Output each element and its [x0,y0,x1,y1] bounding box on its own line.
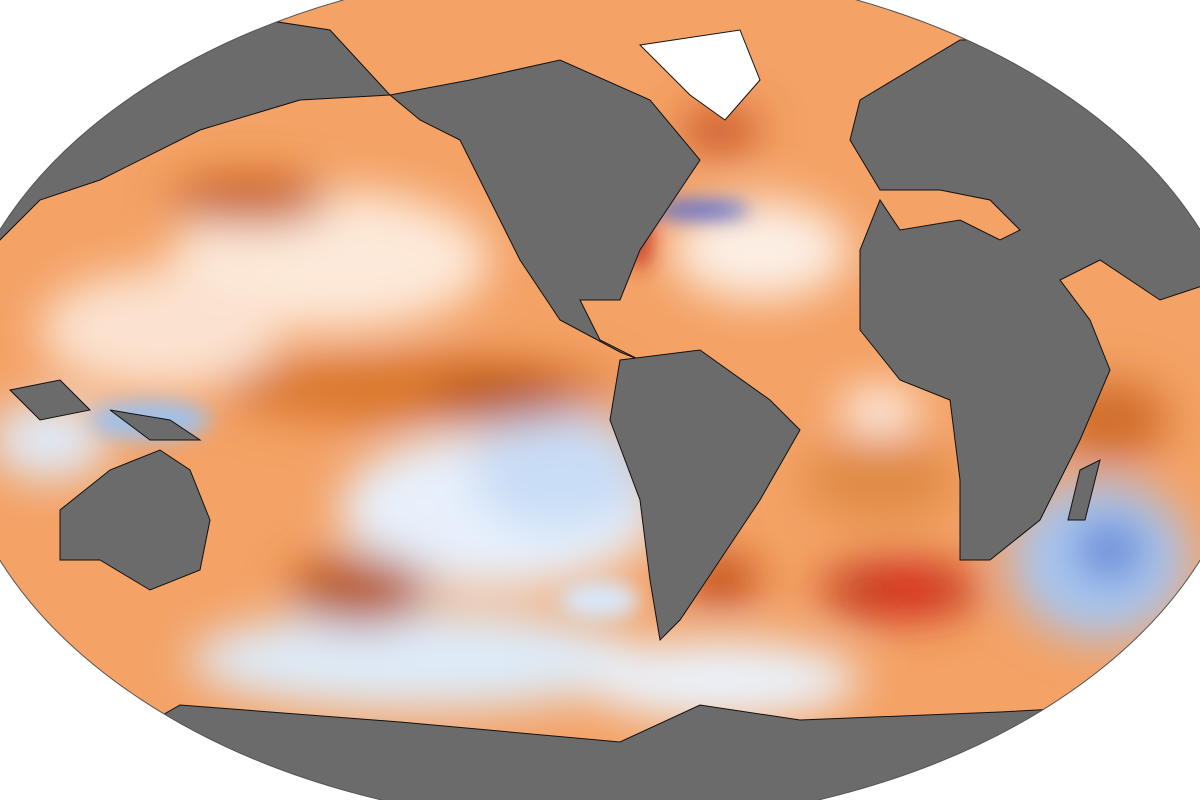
indonesia [8,379,92,421]
north-america [388,59,701,361]
madagascar [1067,459,1101,521]
greenland [638,29,761,121]
south-america [609,349,801,642]
eurasia-africa [849,39,1200,561]
new-guinea [109,409,202,441]
australia [59,449,211,591]
